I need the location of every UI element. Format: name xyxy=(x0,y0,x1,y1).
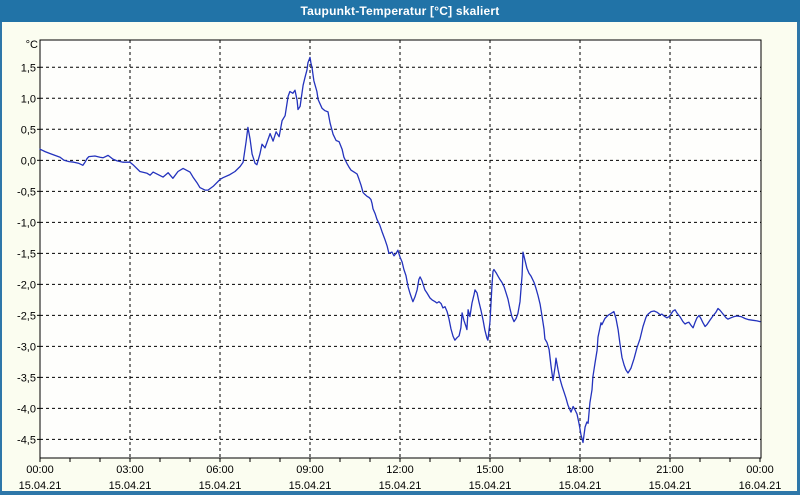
x-tick-date-label: 15.04.21 xyxy=(19,480,62,492)
y-axis-unit-label: °C xyxy=(26,39,38,51)
x-tick-date-label: 15.04.21 xyxy=(199,480,242,492)
window-frame-right xyxy=(797,22,800,491)
x-tick-time-label: 00:00 xyxy=(746,464,774,476)
window-title: Taupunkt-Temperatur [°C] skaliert xyxy=(300,4,500,18)
y-tick-label: 0,5 xyxy=(21,124,36,136)
x-tick-time-label: 18:00 xyxy=(566,464,594,476)
title-bar: Taupunkt-Temperatur [°C] skaliert xyxy=(0,0,800,22)
x-tick-date-label: 15.04.21 xyxy=(379,480,422,492)
y-tick-label: -4,5 xyxy=(17,434,36,446)
x-tick-time-label: 21:00 xyxy=(656,464,684,476)
x-tick-time-label: 15:00 xyxy=(476,464,504,476)
x-tick-date-label: 15.04.21 xyxy=(109,480,152,492)
y-tick-label: -4,0 xyxy=(17,403,36,415)
x-tick-time-label: 00:00 xyxy=(26,464,54,476)
y-tick-label: -2,0 xyxy=(17,279,36,291)
x-tick-date-label: 15.04.21 xyxy=(469,480,512,492)
x-tick-date-label: 15.04.21 xyxy=(559,480,602,492)
y-tick-label: 0,0 xyxy=(21,155,36,167)
x-tick-time-label: 03:00 xyxy=(116,464,144,476)
x-tick-time-label: 09:00 xyxy=(296,464,324,476)
y-tick-label: -1,5 xyxy=(17,248,36,260)
y-tick-label: -1,0 xyxy=(17,217,36,229)
y-tick-label: -3,5 xyxy=(17,372,36,384)
y-tick-label: -2,5 xyxy=(17,310,36,322)
x-tick-time-label: 12:00 xyxy=(386,464,414,476)
y-tick-label: 1,0 xyxy=(21,93,36,105)
window-frame-bottom xyxy=(0,491,800,495)
temperature-line xyxy=(39,56,761,444)
x-tick-date-label: 16.04.21 xyxy=(739,480,782,492)
y-tick-label: 1,5 xyxy=(21,62,36,74)
y-tick-label: -3,0 xyxy=(17,341,36,353)
x-tick-date-label: 15.04.21 xyxy=(649,480,692,492)
x-tick-date-label: 15.04.21 xyxy=(289,480,332,492)
y-tick-label: -0,5 xyxy=(17,186,36,198)
window-frame-left xyxy=(0,22,2,491)
x-tick-time-label: 06:00 xyxy=(206,464,234,476)
